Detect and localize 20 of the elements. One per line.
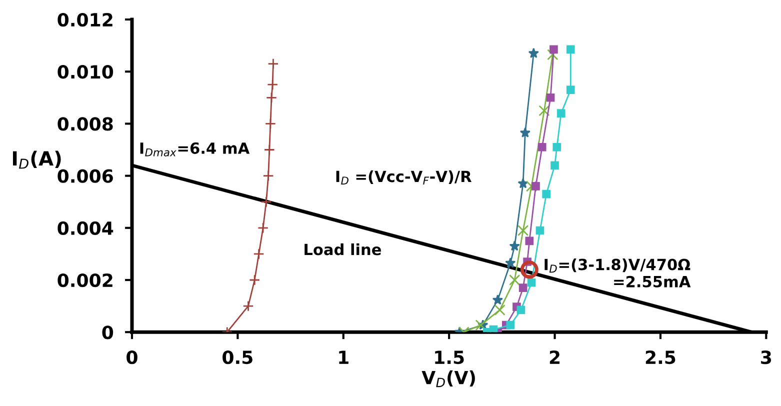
x-tick-label: 1.5 [435,350,464,364]
y-axis-title: I$_{D}$(A) [12,150,61,169]
x-axis-title: V$_{D}$(V) [422,370,475,388]
annotation: I$_{Dmax}$=6.4 mA [140,142,250,156]
y-tick-label: 0 [102,326,114,340]
y-tick-label: 0.012 [58,12,112,27]
x-tick-label: 0 [126,350,138,364]
y-tick-label: 0.006 [58,169,113,183]
x-tick-label: 0.5 [222,350,252,364]
x-tick-label: 3 [761,350,772,364]
y-tick-label: 0.010 [58,65,114,79]
annotation: I$_{D}$=(3-1.8)V/470Ω =2.55mA [544,258,691,288]
x-tick-label: 1 [339,350,348,364]
y-tick-label: 0.008 [58,117,113,131]
annotation: Load line [304,243,381,256]
annotation: I$_{D}$ =(Vcc-V$_{F}$-V)/R [336,170,472,184]
x-tick-label: 2 [550,350,560,364]
y-tick-label: 0.004 [58,221,114,236]
x-tick-label: 2.5 [646,350,676,364]
y-tick-label: 0.002 [58,273,112,288]
